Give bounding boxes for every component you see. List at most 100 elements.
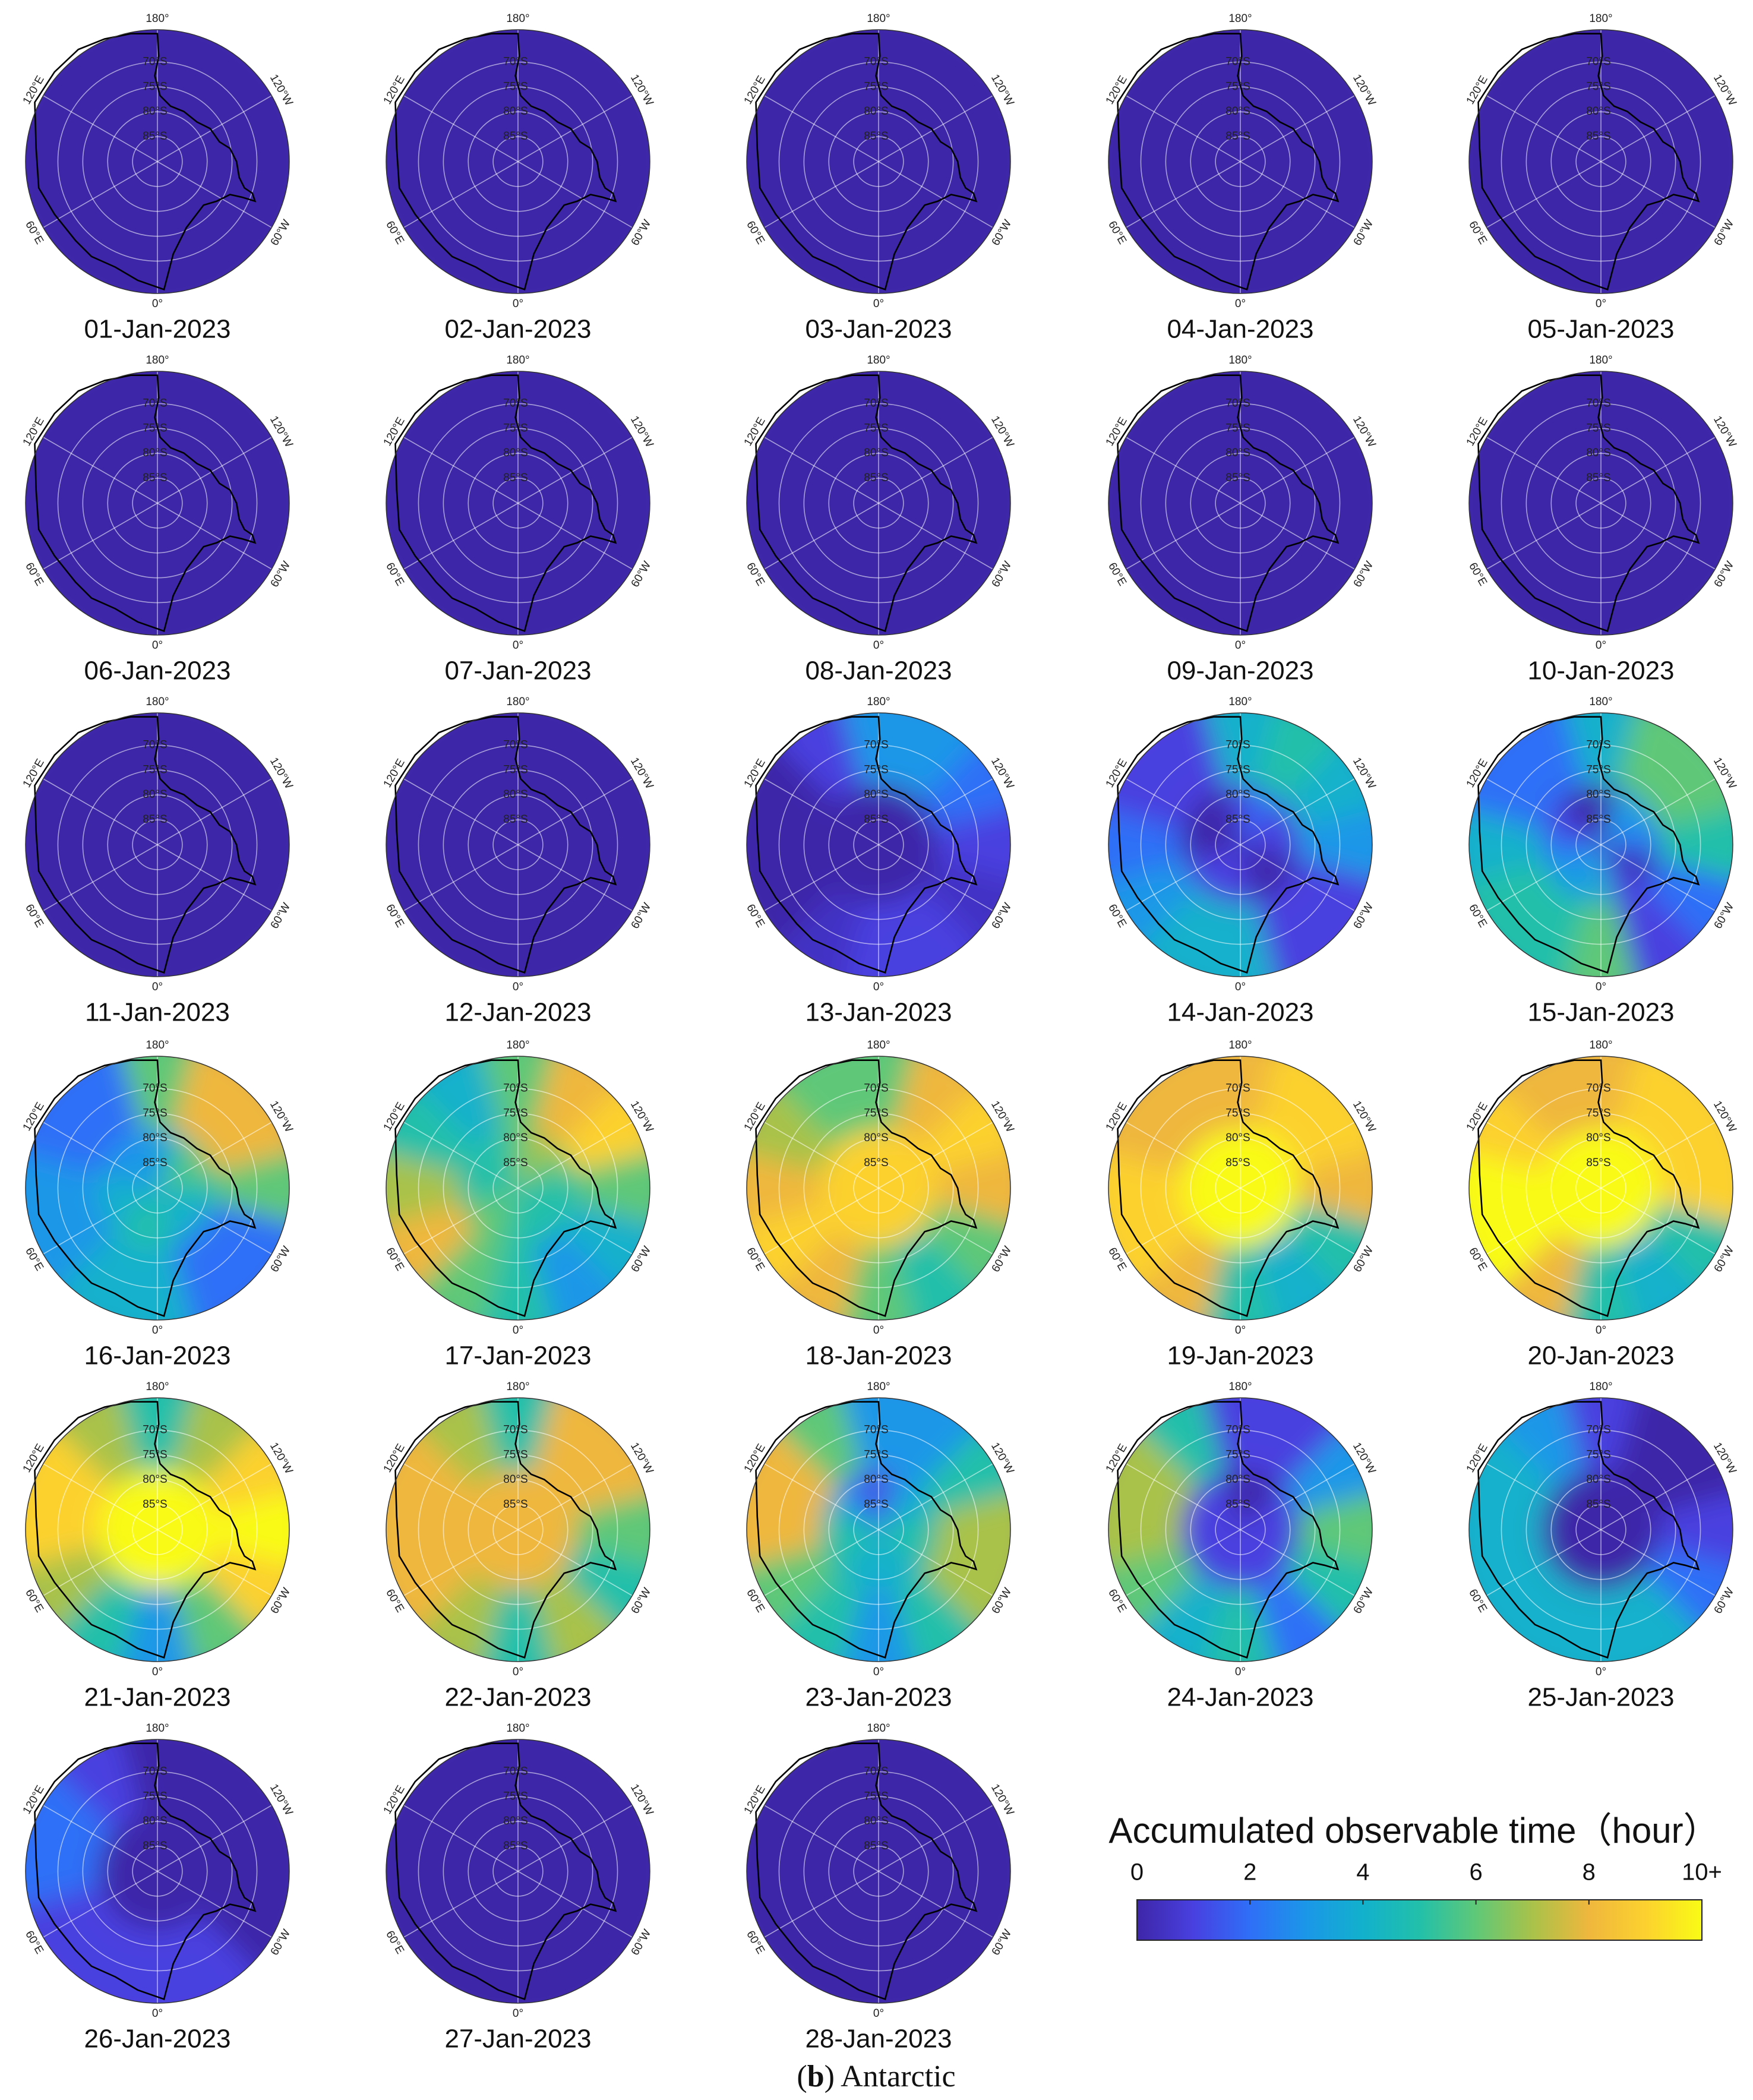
theta-tick-label: 180° — [146, 12, 169, 25]
grid-meridian — [517, 95, 633, 162]
r-tick-label: 85°S — [143, 1498, 167, 1511]
polar-panel: 0°60°E120°E180°120°W60°W85°S80°S75°S70°S… — [362, 1032, 674, 1370]
grid-meridian — [517, 503, 633, 570]
grid-meridian — [878, 1463, 993, 1530]
grid-meridian — [157, 1529, 272, 1596]
heatmap — [1469, 1398, 1733, 1662]
grid-meridian — [878, 1188, 993, 1255]
polar-panel: 0°60°E120°E180°120°W60°W85°S80°S75°S70°S… — [2, 1716, 313, 2054]
r-tick-label: 70°S — [864, 1082, 888, 1094]
theta-tick-label: 0° — [152, 1666, 163, 1678]
r-tick-label: 70°S — [503, 397, 528, 409]
theta-tick-label: 180° — [1589, 696, 1612, 708]
r-tick-label: 80°S — [143, 1132, 167, 1144]
polar-panel: 0°60°E120°E180°120°W60°W85°S80°S75°S70°S… — [2, 1374, 313, 1712]
panel-date: 13-Jan-2023 — [805, 998, 952, 1027]
heatmap-cells — [1469, 1398, 1733, 1662]
frame — [386, 29, 650, 294]
grid-meridian — [1126, 437, 1241, 504]
theta-tick-label: 0° — [1235, 1666, 1246, 1678]
r-tick-label: 85°S — [503, 1498, 528, 1511]
grid-meridian — [403, 1871, 519, 1938]
r-tick-label: 85°S — [864, 813, 888, 826]
grid-meridian — [878, 778, 993, 845]
grid-meridian — [157, 161, 272, 228]
r-tick-label: 70°S — [503, 1765, 528, 1777]
frame — [386, 712, 650, 977]
theta-tick-label: 0° — [873, 298, 884, 310]
polar-panel: 0°60°E120°E180°120°W60°W85°S80°S75°S70°S… — [1445, 6, 1753, 344]
polar-panel: 0°60°E120°E180°120°W60°W85°S80°S75°S70°S… — [1085, 1032, 1396, 1370]
frame — [1468, 371, 1733, 636]
frame — [1468, 1056, 1733, 1321]
theta-tick-label: 0° — [1235, 1324, 1246, 1337]
grid-meridian — [1240, 1463, 1355, 1530]
r-tick-label: 75°S — [1586, 1448, 1610, 1461]
grid-meridian — [403, 95, 519, 162]
r-tick-label: 70°S — [864, 1765, 888, 1777]
r-tick-label: 85°S — [1225, 472, 1250, 484]
r-tick-label: 75°S — [143, 1790, 167, 1802]
theta-tick-label: 0° — [873, 1324, 884, 1337]
r-tick-label: 85°S — [1586, 472, 1610, 484]
polar-panel: 0°60°E120°E180°120°W60°W85°S80°S75°S70°S… — [723, 348, 1034, 686]
r-tick-label: 75°S — [503, 422, 528, 434]
grid-meridian — [878, 95, 993, 162]
polar-panel: 0°60°E120°E180°120°W60°W85°S80°S75°S70°S… — [723, 1374, 1034, 1712]
r-tick-label: 70°S — [143, 1423, 167, 1436]
polar-panel: 0°60°E120°E180°120°W60°W85°S80°S75°S70°S… — [2, 348, 313, 686]
panel-date: 16-Jan-2023 — [84, 1341, 230, 1370]
panel-date: 27-Jan-2023 — [444, 2025, 591, 2054]
r-tick-label: 85°S — [143, 813, 167, 826]
panel-date: 26-Jan-2023 — [84, 2025, 230, 2054]
r-tick-label: 85°S — [1225, 130, 1250, 143]
grid-meridian — [1240, 503, 1355, 570]
grid-meridian — [764, 437, 879, 504]
theta-tick-label: 0° — [1235, 981, 1246, 993]
r-tick-label: 85°S — [503, 130, 528, 143]
grid-meridian — [157, 1122, 272, 1189]
panel-date: 15-Jan-2023 — [1527, 998, 1674, 1027]
grid-meridian — [43, 844, 158, 911]
panel-date: 03-Jan-2023 — [805, 315, 952, 344]
theta-tick-label: 180° — [1589, 12, 1612, 25]
grid-meridian — [764, 503, 879, 570]
colorbar-tick-label: 2 — [1243, 1859, 1256, 1886]
frame — [25, 1739, 290, 2004]
frame — [386, 1397, 650, 1662]
panel-date: 09-Jan-2023 — [1167, 656, 1313, 686]
frame — [25, 29, 290, 294]
theta-tick-label: 180° — [1589, 354, 1612, 367]
panel-date: 17-Jan-2023 — [444, 1341, 591, 1370]
r-tick-label: 75°S — [864, 80, 888, 93]
theta-tick-label: 180° — [506, 1381, 529, 1393]
r-tick-label: 80°S — [503, 1815, 528, 1827]
heatmap-cells — [1469, 1056, 1733, 1320]
grid-meridian — [1600, 503, 1716, 570]
grid-meridian — [1486, 1529, 1602, 1596]
grid-meridian — [43, 161, 158, 228]
grid-meridian — [517, 1805, 633, 1872]
r-tick-label: 80°S — [864, 105, 888, 118]
r-tick-label: 75°S — [1586, 763, 1610, 776]
grid-meridian — [403, 503, 519, 570]
grid-meridian — [403, 1188, 519, 1255]
theta-tick-label: 180° — [1228, 12, 1252, 25]
theta-tick-label: 180° — [867, 696, 890, 708]
grid-meridian — [1486, 1188, 1602, 1255]
r-tick-label: 80°S — [503, 105, 528, 118]
frame — [25, 1397, 290, 1662]
panel-date: 20-Jan-2023 — [1527, 1341, 1674, 1370]
heatmap — [1469, 371, 1733, 635]
r-tick-label: 85°S — [864, 1840, 888, 1852]
r-tick-label: 80°S — [1225, 1473, 1250, 1486]
r-tick-label: 75°S — [864, 1107, 888, 1119]
grid-meridian — [157, 778, 272, 845]
r-tick-label: 75°S — [503, 1448, 528, 1461]
grid-meridian — [1486, 844, 1602, 911]
theta-tick-label: 0° — [1596, 1324, 1606, 1337]
grid-meridian — [764, 1529, 879, 1596]
grid-meridian — [1240, 844, 1355, 911]
